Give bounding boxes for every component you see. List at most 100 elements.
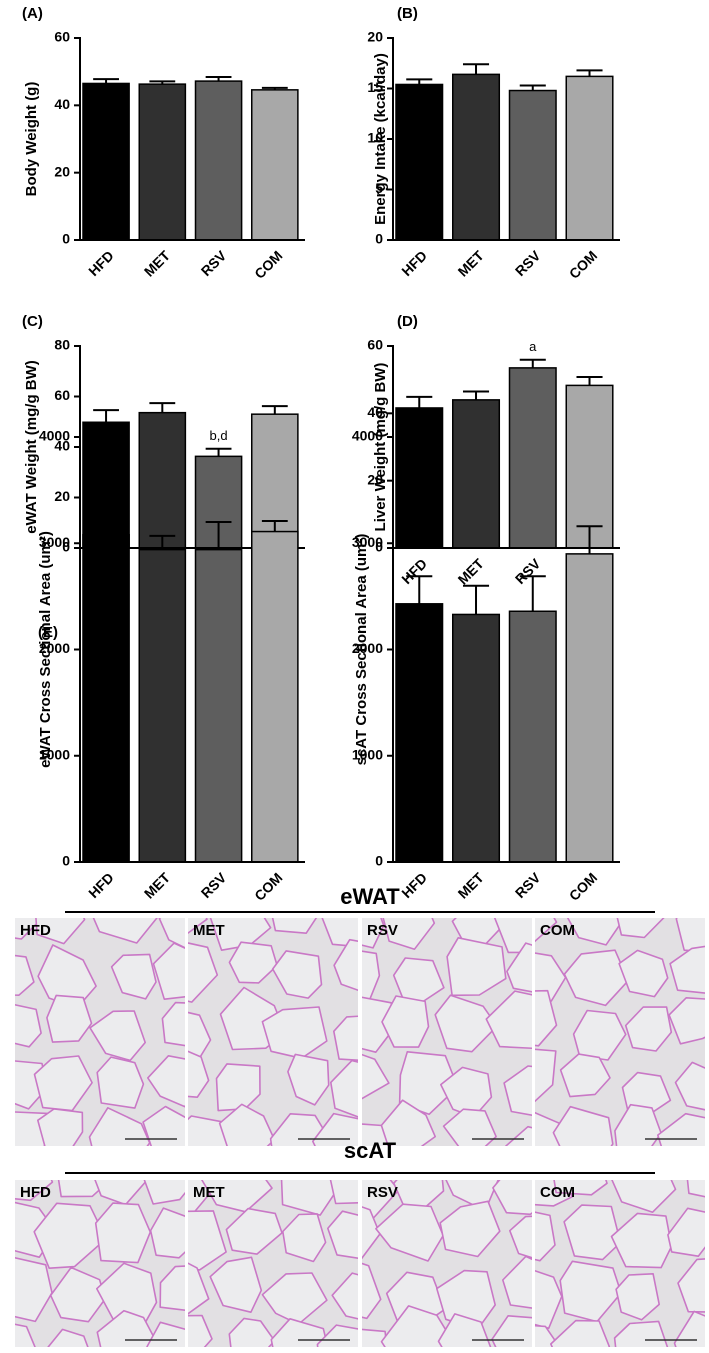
- cell-outline: [188, 918, 208, 935]
- y-tick-label: 60: [54, 387, 70, 403]
- cell-outline: [330, 1059, 358, 1118]
- cell-outline: [331, 1272, 358, 1320]
- cell-outline: [218, 1103, 276, 1146]
- cells: [535, 918, 705, 1146]
- cell-outline: [398, 1051, 459, 1116]
- micrograph: RSV: [362, 1180, 532, 1347]
- y-tick-label: 3000: [39, 534, 70, 550]
- y-tick-label: 0: [62, 231, 70, 247]
- cell-outline: [563, 1204, 622, 1261]
- y-tick-label: 15: [367, 79, 383, 95]
- section-title: scAT: [344, 1138, 397, 1163]
- micrograph: COM: [535, 1180, 705, 1347]
- cell-outline: [146, 1321, 185, 1347]
- x-tick-label: MET: [141, 247, 174, 280]
- cell-outline: [282, 1213, 327, 1263]
- bar: [565, 553, 614, 863]
- cell-outline: [535, 989, 558, 1047]
- y-tick-label: 5: [375, 180, 383, 196]
- y-tick-label: 2000: [352, 640, 383, 656]
- cell-outline: [37, 1108, 84, 1146]
- cells: [188, 1180, 358, 1347]
- panel-label: (E): [38, 624, 58, 641]
- cell-outline: [362, 1328, 388, 1347]
- y-axis-label: Body Weight (g): [23, 82, 40, 197]
- cell-outline: [504, 1125, 532, 1146]
- cell-outline: [624, 1006, 673, 1052]
- micrograph-label: MET: [193, 1184, 225, 1201]
- micrograph-label: HFD: [20, 1184, 51, 1201]
- cell-outline: [616, 918, 665, 939]
- y-axis-label: eWAT Weight (mg/g BW): [23, 360, 40, 534]
- bar: [138, 411, 187, 549]
- cell-outline: [333, 938, 358, 992]
- cell-outline: [287, 1053, 330, 1106]
- cell-outline: [566, 918, 624, 946]
- cell-outline: [312, 1112, 358, 1146]
- cell-outline: [47, 1328, 89, 1347]
- cells: [188, 918, 358, 1146]
- cell-outline: [15, 1323, 36, 1347]
- cell-outline: [333, 1015, 358, 1061]
- bar: [565, 75, 614, 241]
- cell-outline: [553, 1180, 608, 1196]
- cell-outline: [158, 918, 185, 949]
- bar: [82, 82, 130, 241]
- cell-outline: [535, 1211, 556, 1262]
- cell-outline: [509, 1215, 532, 1259]
- bar: [251, 89, 299, 241]
- micrograph: HFD: [15, 1180, 185, 1347]
- bar: [251, 530, 299, 863]
- x-tick-label: HFD: [85, 869, 117, 901]
- y-tick-label: 80: [54, 337, 70, 353]
- cell-outline: [46, 994, 93, 1043]
- x-tick-label: RSV: [198, 869, 230, 901]
- x-tick-label: HFD: [398, 869, 430, 901]
- cells: [362, 1180, 532, 1347]
- bar: [138, 83, 187, 241]
- cell-outline: [446, 937, 507, 997]
- x-tick-label: MET: [141, 869, 174, 902]
- micrograph-label: RSV: [367, 1184, 398, 1201]
- cell-outline: [657, 1112, 705, 1146]
- cell-outline: [375, 1203, 444, 1262]
- x-tick-label: HFD: [398, 247, 430, 279]
- x-tick-label: COM: [251, 869, 285, 903]
- cell-outline: [442, 1108, 497, 1146]
- x-tick-label: HFD: [85, 247, 117, 279]
- bar: [138, 548, 187, 863]
- panel-label: (A): [22, 5, 43, 22]
- y-tick-label: 60: [367, 337, 383, 353]
- section-title: eWAT: [340, 884, 400, 909]
- y-tick-label: 4000: [352, 428, 383, 444]
- cell-outline: [271, 918, 318, 934]
- y-tick-label: 0: [62, 539, 70, 555]
- cell-outline: [225, 1207, 283, 1255]
- cell-outline: [439, 1200, 501, 1258]
- cell-outline: [92, 918, 158, 944]
- cell-outline: [33, 1202, 107, 1269]
- cell-outline: [362, 918, 385, 949]
- micrograph-label: RSV: [367, 922, 398, 939]
- y-axis-label: Liver Weight (mg/g BW): [372, 363, 389, 532]
- x-tick-label: COM: [251, 247, 285, 281]
- micrograph-label: COM: [540, 1184, 575, 1201]
- cell-outline: [382, 918, 436, 950]
- y-tick-label: 0: [62, 853, 70, 869]
- bar: [508, 367, 557, 549]
- y-tick-label: 0: [375, 231, 383, 247]
- cell-outline: [49, 1266, 106, 1323]
- micrograph: MET: [188, 918, 358, 1146]
- cell-outline: [669, 945, 705, 994]
- cell-outline: [615, 1273, 660, 1321]
- y-axis-label: scAT Cross Sectional Area (um²): [353, 534, 370, 766]
- cell-outline: [380, 1099, 436, 1146]
- cell-outline: [572, 1009, 627, 1061]
- cell-outline: [559, 1053, 611, 1098]
- y-tick-label: 2000: [39, 640, 70, 656]
- micrograph-label: HFD: [20, 922, 51, 939]
- cell-outline: [152, 942, 185, 1000]
- cell-outline: [362, 996, 396, 1053]
